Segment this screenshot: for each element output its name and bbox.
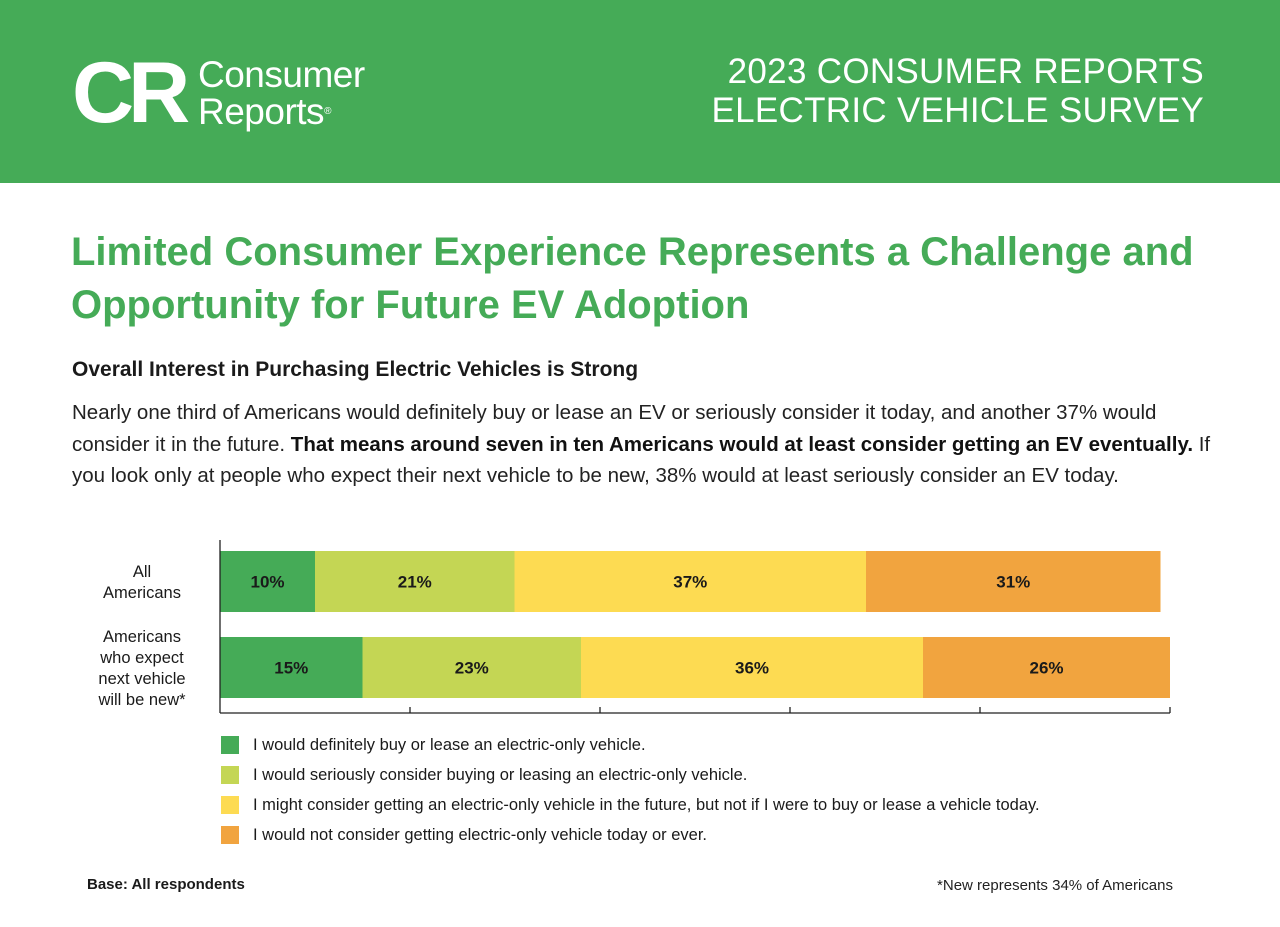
page-headline: Limited Consumer Experience Represents a… xyxy=(71,230,1194,327)
intro-text-2: If you look only at people who expect th… xyxy=(72,432,1211,488)
registered-mark: ® xyxy=(324,106,331,117)
consumer-reports-wordmark: Consumer Reports® xyxy=(198,56,365,130)
legend-label: I might consider getting an electric-onl… xyxy=(253,796,1040,814)
bar-value-label: 21% xyxy=(398,573,432,592)
bar-segment xyxy=(315,551,515,612)
category-label: All xyxy=(133,563,151,581)
bar-segment xyxy=(220,551,315,612)
header-banner: CR Consumer Reports® 2023 CONSUMER REPOR… xyxy=(0,0,1280,183)
bar-value-label: 37% xyxy=(673,573,707,592)
legend-swatch xyxy=(221,736,239,754)
legend-swatch xyxy=(221,796,239,814)
bar-segment xyxy=(220,637,363,698)
legend-label: I would definitely buy or lease an elect… xyxy=(253,736,646,754)
intro-paragraph: Nearly one third of Americans would defi… xyxy=(72,397,1212,492)
category-label: Americans xyxy=(103,584,181,602)
intro-text-1: Nearly one third of Americans would defi… xyxy=(72,401,1157,456)
bar-segment xyxy=(581,637,923,698)
base-note: Base: All respondents xyxy=(87,876,245,893)
bar-segment xyxy=(362,637,581,698)
bar-segment xyxy=(923,637,1170,698)
bar-value-label: 26% xyxy=(1029,659,1063,678)
new-vehicle-footnote: *New represents 34% of Americans xyxy=(937,877,1173,894)
intro-text-bold: That means around seven in ten Americans… xyxy=(290,432,1194,456)
legend-swatch xyxy=(221,766,239,784)
logo-line-consumer: Consumer xyxy=(198,54,365,95)
survey-title: 2023 CONSUMER REPORTS ELECTRIC VEHICLE S… xyxy=(711,52,1204,130)
bar-value-label: 31% xyxy=(996,573,1030,592)
survey-title-line2: ELECTRIC VEHICLE SURVEY xyxy=(711,91,1204,130)
category-label: who expect xyxy=(99,649,184,667)
category-label: next vehicle xyxy=(98,670,185,688)
legend-swatch xyxy=(221,826,239,844)
category-label: Americans xyxy=(103,628,181,646)
bar-segment xyxy=(514,551,866,612)
survey-title-line1: 2023 CONSUMER REPORTS xyxy=(727,52,1204,91)
logo-line-reports: Reports® xyxy=(198,91,331,132)
stacked-bar-chart: 10% 21% 37% 31% All Americans 15% 23% 36% 26% Amer… xyxy=(97,540,1171,714)
cr-logo-mark: CR xyxy=(72,45,190,141)
category-label: will be new* xyxy=(97,691,186,709)
bar-segment xyxy=(866,551,1161,612)
bar-value-label: 15% xyxy=(274,659,308,678)
bar-value-label: 10% xyxy=(250,573,284,592)
bar-value-label: 23% xyxy=(455,659,489,678)
section-subhead: Overall Interest in Purchasing Electric … xyxy=(72,358,639,381)
legend-label: I would seriously consider buying or lea… xyxy=(253,766,748,784)
legend-label: I would not consider getting electric-on… xyxy=(253,826,707,844)
bar-value-label: 36% xyxy=(735,659,769,678)
